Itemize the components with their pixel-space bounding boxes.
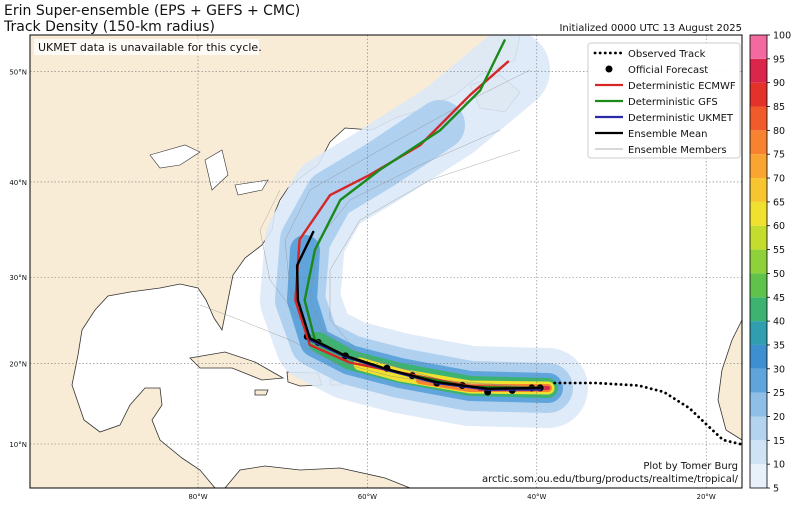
colorbar-tick-label: 10 [773, 460, 785, 471]
colorbar-segment [750, 154, 767, 179]
south-america [224, 465, 411, 488]
note: UKMET data is unavailable for this cycle… [38, 41, 262, 54]
colorbar-segment [750, 392, 767, 417]
jamaica [254, 389, 269, 396]
colorbar-segment [750, 201, 767, 226]
lat-label: 50°N [9, 68, 27, 76]
colorbar-segment [750, 273, 767, 298]
colorbar-tick-label: 60 [773, 221, 785, 232]
colorbar-segment [750, 416, 767, 441]
land [30, 35, 521, 488]
colorbar-tick-label: 5 [773, 484, 779, 495]
colorbar-tick-label: 25 [773, 388, 785, 399]
colorbar-segment [750, 297, 767, 322]
colorbar-tick-label: 75 [773, 150, 785, 161]
lon-label: 20°W [697, 493, 716, 501]
cuba [189, 351, 285, 381]
credit-url: arctic.som.ou.edu/tburg/products/realtim… [482, 474, 739, 485]
africa [717, 319, 742, 441]
colorbar-tick-label: 55 [773, 245, 785, 256]
lon-label: 40°W [527, 493, 546, 501]
lon-label: 60°W [358, 493, 377, 501]
colorbar-segment [750, 35, 767, 59]
map-frame [29, 34, 743, 489]
lat-label: 40°N [9, 179, 27, 187]
note-box [34, 39, 259, 55]
colorbar-segment [750, 368, 767, 393]
lon-label: 80°W [188, 493, 207, 501]
subtitle: Track Density (150-km radius) [3, 19, 215, 35]
colorbar-tick-label: 20 [773, 412, 785, 423]
colorbar-segment [750, 178, 767, 202]
legend-label: Deterministic ECMWF [628, 81, 736, 92]
legend-box [587, 42, 741, 159]
colorbar-segment [750, 440, 767, 465]
colorbar-tick-label: 50 [773, 269, 785, 280]
legend: Observed Track Official Forecast Determini… [593, 49, 736, 156]
colorbar-frame [749, 34, 768, 489]
legend-label: Deterministic GFS [628, 97, 718, 108]
colorbar-tick-label: 65 [773, 197, 785, 208]
colorbar-tick-label: 95 [773, 54, 785, 65]
colorbar-tick-label: 70 [773, 174, 785, 185]
colorbar-tick-label: 30 [773, 364, 785, 375]
colorbar-segment [750, 321, 767, 345]
colorbar-tick-label: 15 [773, 436, 785, 447]
title: Erin Super-ensemble (EPS + GEFS + CMC) [4, 3, 300, 19]
colorbar-segment [750, 344, 767, 369]
colorbar-tick-label: 80 [773, 126, 785, 137]
legend-label: Deterministic UKMET [628, 113, 734, 124]
colorbar-segment [750, 58, 767, 83]
colorbar-segment [750, 225, 767, 250]
track-line [552, 381, 742, 446]
colorbar-segment [750, 82, 767, 107]
legend-label: Observed Track [628, 49, 706, 60]
legend-label: Ensemble Members [628, 145, 727, 156]
colorbar-segment [750, 464, 767, 488]
colorbar-tick-label: 40 [773, 317, 785, 328]
great-lakes [149, 144, 269, 196]
colorbar: 5 10 15 20 25 30 35 40 45 50 55 60 65 70 75 80 85 90 95 100 [749, 31, 791, 495]
legend-label: Ensemble Mean [628, 129, 707, 140]
colorbar-segment [750, 249, 767, 274]
colorbar-segment [750, 130, 767, 155]
legend-swatch [605, 65, 613, 73]
lat-label: 20°N [9, 360, 27, 368]
credit-author: Plot by Tomer Burg [643, 461, 738, 472]
init-time: Initialized 0000 UTC 13 August 2025 [559, 23, 742, 34]
colorbar-tick-label: 90 [773, 78, 785, 89]
colorbar-tick-label: 35 [773, 340, 785, 351]
track-line [295, 230, 542, 390]
tracks [294, 39, 742, 446]
colorbar-tick-label: 45 [773, 293, 785, 304]
axis-labels: 10°N 20°N 30°N 40°N 50°N 80°W 60°W 40°W 20°W [9, 68, 716, 501]
lat-label: 30°N [9, 274, 27, 282]
lat-label: 10°N [9, 441, 27, 449]
legend-label: Official Forecast [628, 65, 708, 76]
colorbar-tick-label: 85 [773, 102, 785, 113]
colorbar-tick-label: 100 [773, 31, 791, 42]
colorbar-segment [750, 106, 767, 131]
